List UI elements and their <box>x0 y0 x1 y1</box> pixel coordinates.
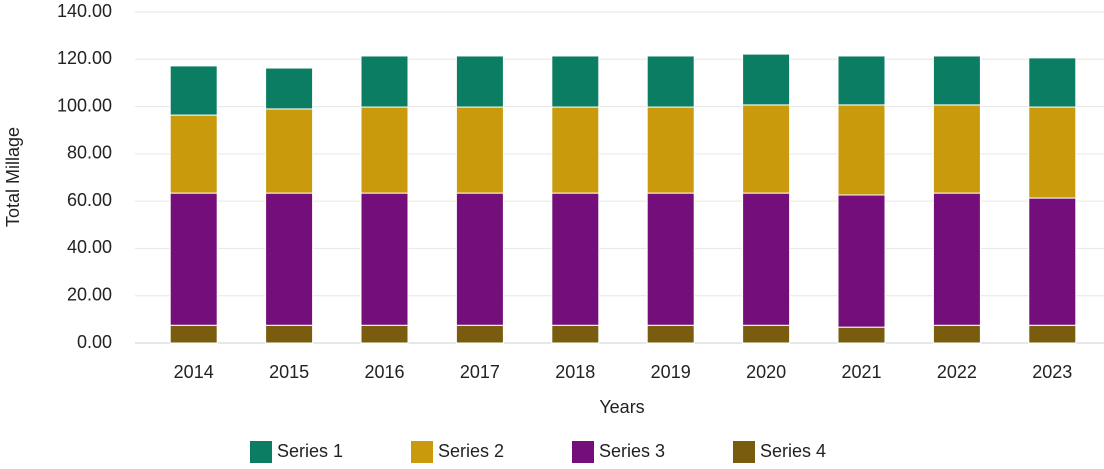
x-tick-label: 2019 <box>651 362 691 382</box>
x-tick-label: 2015 <box>269 362 309 382</box>
legend-swatch <box>411 441 433 463</box>
bar-segment <box>551 106 600 194</box>
bar-segment <box>742 192 791 326</box>
bar-segment <box>932 324 981 344</box>
bar-segment <box>169 65 218 116</box>
legend-swatch <box>250 441 272 463</box>
bar-segment <box>1028 324 1077 344</box>
bar-segment <box>169 324 218 344</box>
legend-swatch <box>572 441 594 463</box>
x-tick-label: 2017 <box>460 362 500 382</box>
bar-segment <box>1028 57 1077 108</box>
legend-label: Series 2 <box>438 441 504 461</box>
bar-segment <box>837 104 886 196</box>
legend-label: Series 3 <box>599 441 665 461</box>
bar-segment <box>742 104 791 194</box>
y-tick-label: 60.00 <box>67 190 112 210</box>
bar-segment <box>360 106 409 194</box>
bar-segment <box>455 324 504 344</box>
y-tick-label: 80.00 <box>67 143 112 163</box>
bar-segment <box>360 192 409 326</box>
bar-segment <box>455 106 504 194</box>
bar-segment <box>360 55 409 108</box>
bar-segment <box>265 67 314 110</box>
y-axis-title: Total Millage <box>3 127 23 227</box>
bar-segment <box>455 55 504 108</box>
bar-segment <box>265 192 314 326</box>
bar-segment <box>169 192 218 326</box>
bar-segment <box>265 324 314 344</box>
bar-segment <box>932 55 981 106</box>
bar-segment <box>646 106 695 194</box>
x-tick-label: 2021 <box>841 362 881 382</box>
x-axis-title: Years <box>599 397 644 417</box>
bar-segment <box>742 324 791 344</box>
y-tick-label: 40.00 <box>67 237 112 257</box>
bar-segment <box>1028 197 1077 326</box>
bar-segment <box>646 324 695 344</box>
x-tick-label: 2022 <box>937 362 977 382</box>
x-tick-label: 2023 <box>1032 362 1072 382</box>
legend-label: Series 4 <box>760 441 826 461</box>
y-tick-label: 20.00 <box>67 284 112 304</box>
bar-segment <box>265 108 314 194</box>
bar-segment <box>169 114 218 194</box>
bar-segment <box>551 192 600 326</box>
bar-segment <box>837 55 886 106</box>
bar-segment <box>360 324 409 344</box>
bar-segment <box>1028 106 1077 199</box>
x-tick-label: 2020 <box>746 362 786 382</box>
bar-segment <box>551 324 600 344</box>
y-tick-label: 120.00 <box>57 48 112 68</box>
y-tick-label: 100.00 <box>57 95 112 115</box>
y-tick-label: 140.00 <box>57 1 112 21</box>
legend-label: Series 1 <box>277 441 343 461</box>
y-tick-label: 0.00 <box>77 332 112 352</box>
x-tick-label: 2014 <box>174 362 214 382</box>
bar-segment <box>932 104 981 194</box>
bar-segment <box>837 194 886 328</box>
bar-segment <box>455 192 504 326</box>
bar-segment <box>646 192 695 326</box>
bar-segment <box>742 53 791 106</box>
legend-swatch <box>733 441 755 463</box>
x-tick-label: 2016 <box>364 362 404 382</box>
bar-segment <box>837 326 886 344</box>
x-tick-label: 2018 <box>555 362 595 382</box>
bar-segment <box>932 192 981 326</box>
bar-segment <box>646 55 695 108</box>
bar-segment <box>551 55 600 108</box>
